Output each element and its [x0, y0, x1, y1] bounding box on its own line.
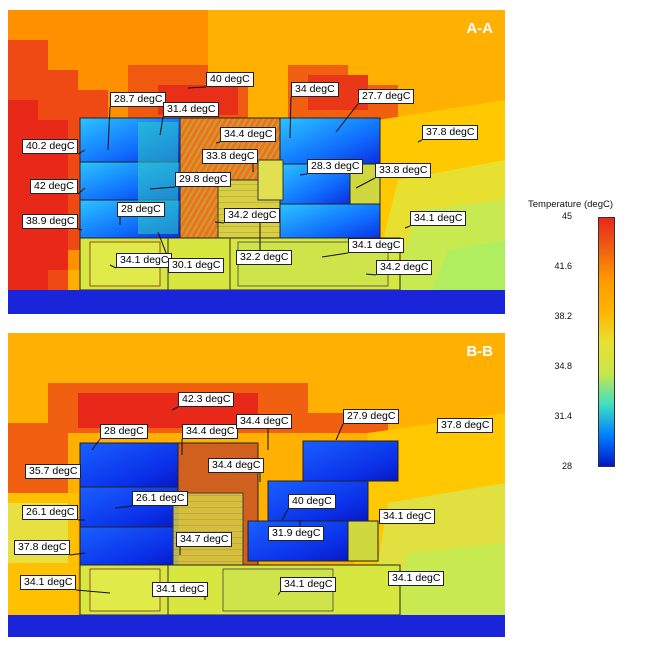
- temperature-callout: 27.7 degC: [358, 89, 415, 104]
- section-label: B-B: [466, 343, 493, 360]
- temperature-callout: 34.7 degC: [176, 532, 233, 547]
- legend-title: Temperature (degC): [528, 199, 614, 210]
- temperature-callout: 35.7 degC: [25, 464, 82, 479]
- temperature-callout: 34.4 degC: [220, 127, 277, 142]
- temperature-callout: 31.4 degC: [163, 102, 220, 117]
- legend-tick: 28: [561, 461, 572, 471]
- temperature-callout: 34.1 degC: [280, 577, 337, 592]
- temperature-callout: 38.9 degC: [22, 214, 79, 229]
- temperature-callout: 34.1 degC: [348, 238, 405, 253]
- temperature-callout: 34.1 degC: [116, 253, 173, 268]
- legend-tick: 45: [561, 211, 572, 221]
- temperature-callout: 34.1 degC: [152, 582, 209, 597]
- temperature-callout: 34.2 degC: [224, 208, 281, 223]
- temperature-callout: 34.2 degC: [376, 260, 433, 275]
- temperature-callout: 34.4 degC: [208, 458, 265, 473]
- temperature-callout: 27.9 degC: [343, 409, 400, 424]
- legend-tick: 34.8: [554, 361, 572, 371]
- temperature-callout: 40.2 degC: [22, 139, 79, 154]
- temperature-callout: 26.1 degC: [22, 505, 79, 520]
- temperature-callout: 28 degC: [100, 424, 148, 439]
- temperature-callout: 29.8 degC: [175, 172, 232, 187]
- temperature-callout: 34 degC: [291, 82, 339, 97]
- section-b-b-thermal-map: B-B: [8, 333, 505, 637]
- temperature-callout: 42.3 degC: [178, 392, 235, 407]
- temperature-callout: 42 degC: [30, 179, 78, 194]
- legend-tick: 41.6: [554, 261, 572, 271]
- legend-tick: 38.2: [554, 311, 572, 321]
- temperature-callout: 40 degC: [288, 494, 336, 509]
- temperature-callout: 26.1 degC: [132, 491, 189, 506]
- temperature-callout: 40 degC: [206, 72, 254, 87]
- temperature-callout: 33.8 degC: [202, 149, 259, 164]
- temperature-callout: 34.1 degC: [20, 575, 77, 590]
- temperature-callout: 34.1 degC: [388, 571, 445, 586]
- temperature-callout: 37.8 degC: [422, 125, 479, 140]
- temperature-callout: 34.4 degC: [236, 414, 293, 429]
- temperature-callout: 31.9 degC: [268, 526, 325, 541]
- section-label: A-A: [466, 20, 493, 37]
- temperature-callout: 32.2 degC: [236, 250, 293, 265]
- legend-color-bar: [598, 217, 615, 467]
- section-b-b-temperature-field: [8, 333, 505, 637]
- legend-tick: 31.4: [554, 411, 572, 421]
- temperature-callout: 28.7 degC: [110, 92, 167, 107]
- temperature-callout: 34.1 degC: [410, 211, 467, 226]
- temperature-callout: 33.8 degC: [375, 163, 432, 178]
- temperature-callout: 28 degC: [117, 202, 165, 217]
- temperature-callout: 28.3 degC: [307, 159, 364, 174]
- temperature-callout: 37.8 degC: [14, 540, 71, 555]
- temperature-callout: 30.1 degC: [168, 258, 225, 273]
- temperature-callout: 34.1 degC: [379, 509, 436, 524]
- temperature-callout: 37.8 degC: [437, 418, 494, 433]
- temperature-legend: Temperature (degC) 45 41.6 38.2 34.8 31.…: [520, 195, 650, 475]
- temperature-callout: 34.4 degC: [182, 424, 239, 439]
